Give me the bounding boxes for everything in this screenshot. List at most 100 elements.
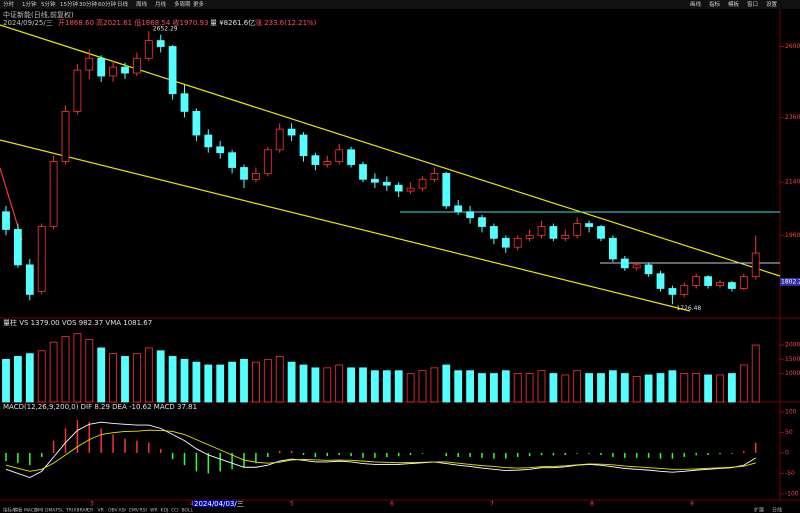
toolbar-item[interactable]: 30分钟 (79, 0, 97, 8)
volume-bar (537, 370, 546, 403)
candle-body (73, 69, 82, 112)
volume-bar (13, 356, 22, 403)
tab[interactable]: RSI (140, 508, 147, 513)
volume-bar (609, 370, 617, 403)
candle-body (561, 234, 570, 239)
symbol: 中证新能(日线,前复权) (3, 10, 74, 19)
change: 涨 233.6(12.21%) (255, 18, 317, 27)
candle-body (442, 172, 451, 207)
volume-bar (406, 373, 415, 403)
candle-body (632, 264, 641, 269)
volume-bar (144, 347, 153, 403)
candle-body (121, 66, 129, 74)
volume-bar (85, 338, 94, 403)
candle-body (311, 155, 320, 165)
candle-body (85, 57, 94, 71)
toolbar-item[interactable]: 指标 (709, 0, 721, 8)
candle-body (382, 181, 391, 186)
tab[interactable]: WR (150, 508, 158, 513)
volume-bar (299, 364, 308, 403)
y-tick-label: 1500 (785, 356, 800, 363)
tab[interactable]: DMI (35, 508, 44, 513)
tab[interactable]: 扩展 (754, 507, 764, 513)
volume-bar (632, 375, 641, 403)
y-tick-label: 2000 (785, 342, 800, 349)
tab[interactable]: VR (98, 508, 104, 513)
volume-bar (680, 373, 689, 403)
y-tick-label: 50 (785, 429, 793, 436)
tab[interactable]: TRIX (65, 508, 76, 513)
volume-bar (728, 373, 736, 403)
volume-bar (454, 370, 463, 403)
volume-bar (359, 367, 367, 403)
volume-bar (275, 356, 284, 403)
x-tick-label: 9 (690, 501, 694, 508)
tab[interactable]: KDJ (161, 508, 169, 513)
candle-body (132, 57, 141, 74)
toolbar-item[interactable]: 15分钟 (60, 0, 78, 8)
candle-body (180, 93, 189, 112)
candle-body (61, 111, 70, 162)
candle-body (37, 226, 46, 292)
volume-bar (418, 370, 427, 403)
toolbar-item[interactable]: 多周期 (174, 0, 191, 8)
volume-bar (668, 370, 677, 403)
tab[interactable]: MACD (24, 508, 38, 513)
toolbar-item[interactable]: 窗口 (747, 0, 758, 8)
volume-bar (192, 361, 201, 403)
y-tick-label: 1960 (785, 232, 800, 239)
candle-body (680, 285, 689, 295)
candle-body (692, 276, 701, 286)
tab[interactable]: CCI (171, 508, 179, 513)
toolbar-item[interactable]: 月线 (155, 0, 167, 8)
y-tick-label: 2360 (785, 114, 800, 121)
macd-line (5, 429, 756, 472)
toolbar-item[interactable]: 1分钟 (22, 0, 37, 8)
toolbar-item[interactable]: 日线 (117, 0, 129, 8)
volume-bar (251, 361, 260, 403)
volume-bar (25, 353, 34, 403)
volume-bar (513, 373, 522, 403)
candle-body (644, 264, 653, 275)
candle-body (513, 237, 522, 248)
volume-bar (180, 358, 189, 403)
candle-body (168, 46, 177, 95)
tab[interactable]: BOLL (182, 508, 194, 513)
tab[interactable]: 日线 (772, 507, 782, 513)
candle-body (668, 288, 677, 295)
volume-bar (751, 344, 760, 403)
candle-body (549, 226, 558, 239)
tab[interactable]: ASI (119, 508, 126, 513)
tab[interactable]: DMA (45, 508, 56, 513)
toolbar-item[interactable]: 更多 (193, 0, 205, 8)
toolbar-item[interactable]: 5分钟 (41, 0, 56, 8)
volume-bar (692, 373, 701, 403)
volume-bar (287, 361, 296, 403)
candle-body (323, 161, 332, 165)
tab[interactable]: 指标A (3, 507, 16, 513)
volume-bar (132, 353, 141, 403)
candle-body (454, 205, 463, 213)
toolbar-item[interactable]: 模板 (728, 0, 740, 8)
toolbar-item[interactable]: 画线 (690, 0, 702, 8)
tab[interactable]: OBV (108, 508, 118, 513)
trend-line[interactable] (0, 24, 781, 277)
tab[interactable]: EMV (129, 508, 140, 513)
toolbar-item[interactable]: 设置 (766, 0, 778, 8)
candle-body (739, 276, 748, 289)
candle-body (728, 282, 736, 289)
toolbar-item[interactable]: 周线 (136, 0, 148, 8)
volume-bar (430, 367, 439, 403)
candle-body (97, 57, 106, 77)
tab[interactable]: BRAR (77, 508, 89, 513)
tab[interactable]: CR (87, 508, 93, 513)
candle-body (656, 273, 665, 289)
tab[interactable]: 模板 (14, 507, 23, 513)
tab[interactable]: FSL (56, 508, 64, 513)
x-tick-label: 3 (90, 501, 94, 508)
trend-line[interactable] (0, 139, 691, 312)
x-tick-label: 7 (490, 501, 494, 508)
toolbar-item[interactable]: 60分钟 (98, 0, 116, 8)
toolbar-item[interactable]: 分时 (3, 0, 15, 8)
